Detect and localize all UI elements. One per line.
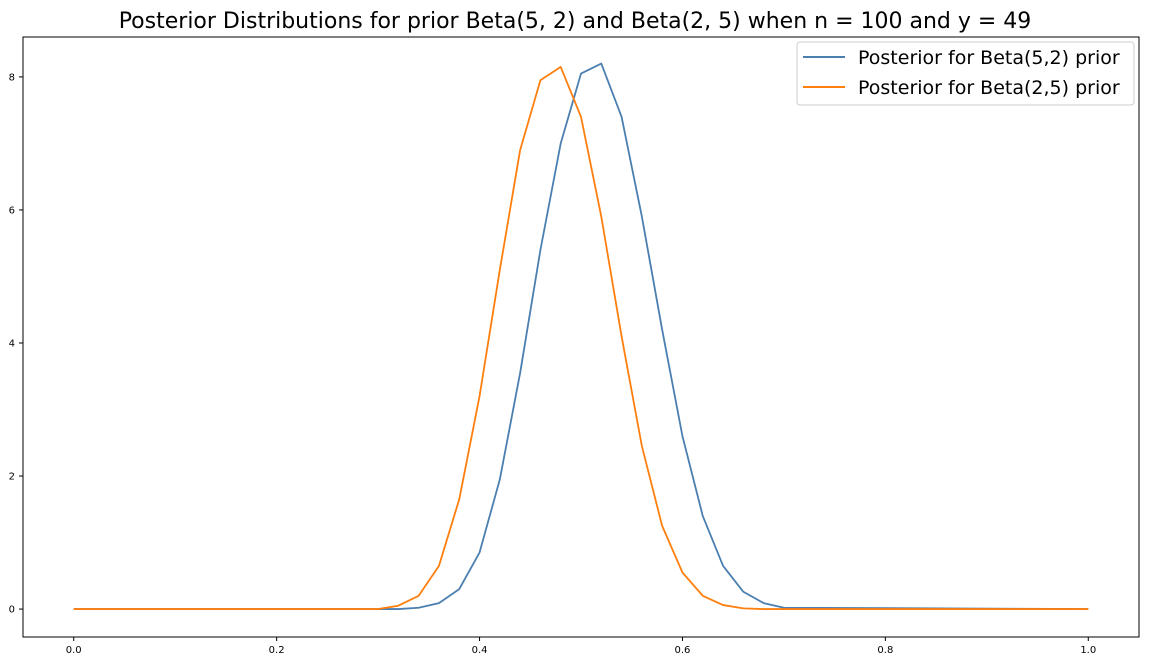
series-lines <box>73 62 1089 610</box>
y-tick-label: 8 <box>9 72 15 83</box>
chart-title: Posterior Distributions for prior Beta(5… <box>119 9 1032 34</box>
legend-label-beta-2-5: Posterior for Beta(2,5) prior <box>858 77 1120 99</box>
legend-label-beta-5-2: Posterior for Beta(5,2) prior <box>858 47 1120 69</box>
x-axis: 0.0 0.2 0.4 0.6 0.8 1.0 <box>66 637 1096 656</box>
x-tick-label: 0.8 <box>877 645 893 656</box>
y-axis: 0 2 4 6 8 <box>9 72 23 616</box>
y-tick-label: 6 <box>9 205 15 216</box>
x-tick-label: 0.4 <box>472 645 488 656</box>
x-tick-label: 0.6 <box>675 645 691 656</box>
legend-box <box>796 41 1135 106</box>
x-tick-label: 1.0 <box>1080 645 1096 656</box>
plot-frame <box>22 36 1140 638</box>
y-tick-label: 0 <box>9 605 15 616</box>
y-tick-label: 2 <box>9 472 15 483</box>
series-line-1 <box>73 66 1089 610</box>
series-line-0 <box>73 62 1089 610</box>
legend: Posterior for Beta(5,2) prior Posterior … <box>796 41 1135 106</box>
y-tick-label: 4 <box>9 338 15 349</box>
x-tick-label: 0.2 <box>269 645 285 656</box>
x-tick-label: 0.0 <box>66 645 82 656</box>
